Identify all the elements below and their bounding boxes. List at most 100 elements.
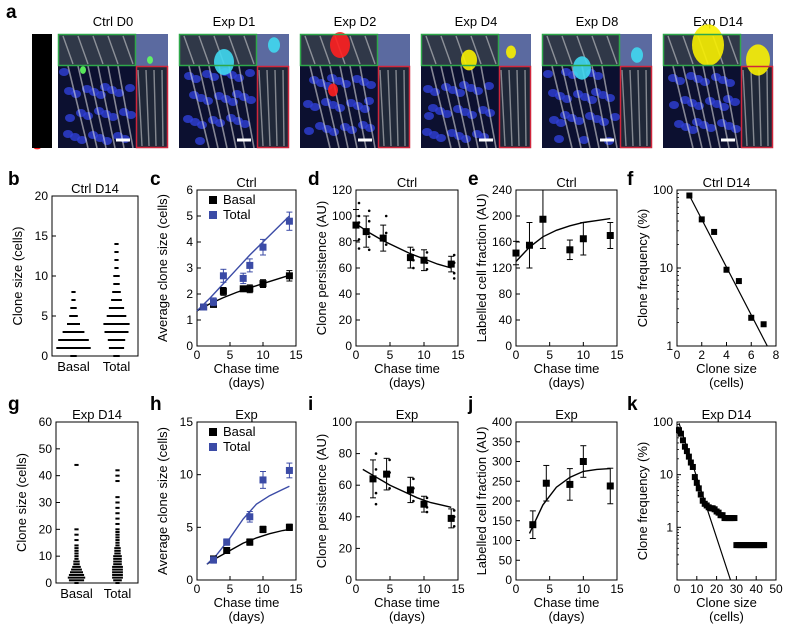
- labelled-cell: [80, 66, 86, 74]
- data-point: [362, 228, 370, 236]
- x-tick-label: 5: [227, 582, 234, 596]
- chart-i: 0 20 40 60 80 100 0 5 10 15 Exp Chase time(days) Clo…: [314, 407, 465, 624]
- y-tick-label: 400: [492, 415, 512, 429]
- data-point: [420, 500, 428, 508]
- replicate-dot: [374, 502, 378, 506]
- y-tick-label: 100: [492, 534, 512, 548]
- x-tick-label: 10: [417, 348, 431, 362]
- shg-fibre: [198, 35, 210, 65]
- clone-marker: [115, 544, 120, 547]
- clone-marker: [113, 557, 122, 560]
- x-tick-label: 30: [730, 582, 744, 596]
- shg-fibre: [621, 69, 627, 147]
- data-point: [735, 278, 742, 285]
- shg-fibre: [500, 69, 506, 147]
- y-tick-label: 0: [45, 576, 52, 590]
- data-point: [525, 241, 533, 249]
- clone-marker: [112, 571, 123, 574]
- x-tick-label: 2: [698, 348, 705, 362]
- shg-fibre: [274, 69, 278, 147]
- x-tick-label: 5: [546, 348, 553, 362]
- x-tick-label: 6: [748, 348, 755, 362]
- x-tick-label: 15: [451, 348, 465, 362]
- condition-label: Ctrl D0: [93, 14, 133, 29]
- clone-marker: [113, 283, 120, 285]
- clone-marker: [115, 501, 120, 504]
- labelled-cell: [746, 44, 770, 76]
- clone-marker: [114, 552, 121, 555]
- labelled-cell: [214, 49, 234, 75]
- y-tick-label: 200: [492, 494, 512, 508]
- data-point: [447, 260, 455, 268]
- nucleus: [422, 128, 432, 136]
- y-tick-label: 20: [39, 522, 53, 536]
- nucleus: [579, 136, 589, 144]
- data-point: [246, 261, 254, 269]
- x-tick-label: 0: [353, 348, 360, 362]
- y-axis-label: Clone size (cells): [14, 453, 29, 552]
- data-point: [529, 521, 537, 529]
- shg-fibre: [208, 65, 228, 149]
- shg-fibre: [238, 65, 255, 149]
- nucleus: [304, 127, 314, 135]
- labelled-cell: [147, 56, 153, 64]
- data-point: [698, 216, 705, 223]
- labelled-cell: [268, 37, 280, 53]
- x-axis-label-units: (cells): [709, 609, 744, 624]
- shg-fibre: [645, 69, 648, 147]
- y-tick-label: 20: [35, 189, 49, 203]
- data-point: [239, 285, 247, 293]
- shg-fibre: [145, 69, 150, 147]
- data-point: [285, 523, 293, 531]
- xz-frame: [420, 33, 500, 67]
- condition-label: Exp D2: [334, 14, 377, 29]
- clone-marker: [73, 563, 80, 566]
- data-point: [748, 314, 755, 321]
- category-label: Total: [104, 586, 132, 601]
- shg-fibre: [77, 65, 98, 149]
- replicate-dot: [374, 491, 378, 495]
- y-tick-label: 50: [39, 442, 53, 456]
- shg-fibre: [97, 65, 116, 149]
- y-tick-label: 0: [186, 339, 193, 353]
- shg-fibre: [364, 35, 376, 65]
- shg-fibre: [470, 35, 482, 65]
- nucleus: [59, 68, 69, 76]
- legend-marker: [209, 443, 217, 451]
- clone-marker: [74, 555, 79, 558]
- clone-marker: [115, 531, 120, 534]
- clone-marker: [67, 576, 86, 579]
- clone-marker: [115, 517, 120, 520]
- chart-title: Exp: [396, 407, 418, 422]
- replicate-dot: [452, 277, 456, 280]
- replicate-dot: [367, 235, 371, 239]
- replicate-dot: [388, 458, 391, 462]
- clone-marker: [103, 323, 130, 325]
- fit-line: [515, 217, 611, 262]
- nucleus: [560, 111, 570, 119]
- data-point: [219, 287, 227, 295]
- y-axis-label: Labelled cell fraction (AU): [474, 427, 489, 576]
- y-tick-label: 10: [35, 269, 49, 283]
- clone-marker: [111, 299, 122, 301]
- nucleus: [554, 135, 564, 143]
- x-tick-label: 0: [353, 582, 360, 596]
- shg-fibre: [440, 65, 461, 149]
- clone-marker: [113, 563, 122, 566]
- data-point: [691, 474, 698, 481]
- y-tick-label: 1: [186, 313, 193, 327]
- chart-j: 0 50 100 150 200 250 300 350 400 0 5 10 15 Exp Chase t…: [474, 407, 624, 624]
- replicate-dot: [384, 243, 388, 246]
- data-point: [406, 486, 414, 494]
- data-point: [512, 249, 520, 257]
- y-tick-label: 40: [339, 510, 353, 524]
- data-point: [285, 466, 293, 474]
- nucleus: [315, 122, 325, 130]
- y-axis-label: Average clone size (cells): [155, 194, 170, 342]
- nucleus: [674, 120, 684, 128]
- y-tick-label: 80: [339, 235, 353, 249]
- x-tick-label: 50: [769, 582, 783, 596]
- y-tick-label: 300: [492, 455, 512, 469]
- data-point: [219, 272, 227, 280]
- shg-fibre: [309, 65, 331, 149]
